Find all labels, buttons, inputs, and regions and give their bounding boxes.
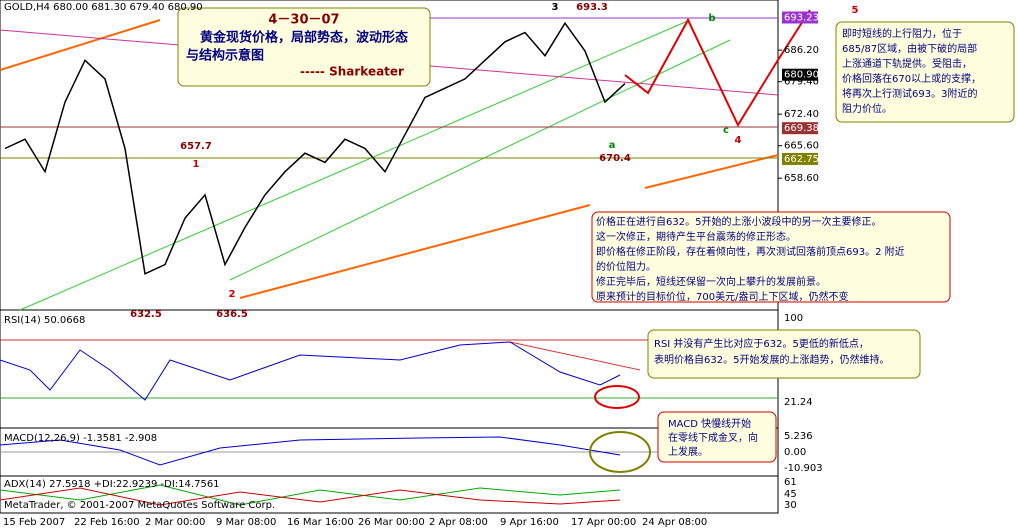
price-tag-label: 669.38 bbox=[784, 123, 819, 134]
wave-label: 636.5 bbox=[216, 309, 248, 320]
price-tag-label: 662.75 bbox=[784, 154, 819, 165]
x-tick-label: 16 Mar 16:00 bbox=[287, 517, 354, 528]
price-tag-label: 680.90 bbox=[784, 70, 819, 81]
wave-label: 670.4 bbox=[599, 153, 631, 164]
axis-label: -10.903 bbox=[784, 463, 823, 474]
title-line: 与结构示意图 bbox=[186, 48, 264, 64]
note-box bbox=[647, 329, 921, 379]
x-tick-label: 15 Feb 2007 bbox=[3, 517, 65, 528]
adx-line bbox=[0, 484, 621, 506]
projection-path bbox=[624, 9, 811, 128]
x-tick-label: 24 Apr 08:00 bbox=[642, 517, 707, 528]
rsi-line bbox=[0, 341, 621, 401]
x-tick-label: 2 Mar 00:00 bbox=[145, 517, 205, 528]
wave-label: c bbox=[723, 125, 729, 136]
note-line: 即价格在修正阶段，存在着倾向性，再次测试回落前顶点693。2 附近 bbox=[596, 245, 905, 258]
axis-label: 100 bbox=[784, 313, 803, 324]
title-box bbox=[177, 7, 431, 87]
wave-label: 2 bbox=[229, 289, 236, 300]
y-tick-label: 672.40 bbox=[784, 109, 819, 120]
x-tick-label: 9 Mar 08:00 bbox=[216, 517, 276, 528]
note-line: 上涨通道下轨提供。受阻击， bbox=[842, 57, 972, 70]
x-tick-label: 9 Apr 16:00 bbox=[500, 517, 559, 528]
note-box bbox=[657, 411, 777, 463]
note-line: MACD 快慢线开始 bbox=[668, 417, 751, 430]
axis-label: 5.236 bbox=[784, 431, 813, 442]
wave-label: 632.5 bbox=[130, 309, 162, 320]
trend-line bbox=[0, 19, 161, 71]
x-tick-label: 26 Mar 00:00 bbox=[358, 517, 425, 528]
note-line: 价格正在进行自632。5开始的上涨小波段中的另一次主要修正。 bbox=[596, 215, 881, 228]
y-tick-label: 665.60 bbox=[784, 141, 819, 152]
title-line: 黄金现货价格，局部势态，波动形态 bbox=[200, 30, 408, 46]
axis-label: 30 bbox=[784, 500, 797, 511]
wave-label: b bbox=[708, 13, 715, 24]
panel-label: MACD(12,26,9) -1.3581 -2.908 bbox=[4, 433, 157, 444]
channel-line bbox=[229, 39, 731, 281]
price-tag bbox=[782, 122, 818, 135]
wave-label: 1 bbox=[193, 159, 200, 170]
note-line: 即时短线的上行阻力，位于 bbox=[842, 27, 962, 40]
note-box bbox=[591, 211, 951, 303]
price-tag bbox=[782, 152, 818, 165]
price-tag-label: 693.23 bbox=[784, 12, 819, 23]
wave-label: a bbox=[609, 140, 616, 151]
panel-label: RSI(14) 50.0668 bbox=[4, 315, 85, 326]
title-line: ----- Sharkeater bbox=[300, 65, 404, 79]
copyright: MetaTrader, © 2001-2007 MetaQuotes Softw… bbox=[4, 500, 275, 511]
wave-label: 657.7 bbox=[180, 141, 212, 152]
y-tick-label: 658.60 bbox=[784, 173, 819, 184]
channel-line bbox=[19, 19, 691, 311]
x-tick-label: 2 Apr 08:00 bbox=[429, 517, 488, 528]
note-line: 在零线下成金叉，向 bbox=[668, 431, 758, 444]
note-line: 的价位阻力。 bbox=[596, 260, 656, 273]
rsi-trend bbox=[509, 341, 641, 371]
axis-label: 61 bbox=[784, 477, 797, 488]
highlight bbox=[594, 385, 640, 409]
price-tag bbox=[782, 68, 818, 81]
adx-line bbox=[0, 487, 621, 506]
note-line: 将再次上行测试693。3附近的 bbox=[842, 87, 977, 100]
trend-line bbox=[644, 154, 779, 189]
title-line: 4－30－07 bbox=[268, 13, 339, 28]
wave-label: 4 bbox=[735, 135, 742, 146]
price-tag bbox=[782, 11, 818, 24]
axis-label: 21.24 bbox=[784, 397, 813, 408]
wave-label: 5 bbox=[852, 5, 859, 16]
macd-line bbox=[0, 436, 621, 466]
note-line: 685/87区域，由被下破的局部 bbox=[842, 42, 977, 55]
note-line: RSI 并没有产生比对应于632。5更低的新低点， bbox=[654, 337, 869, 350]
note-line: 修正完毕后，短线还保留一次向上攀升的发展前景。 bbox=[596, 275, 826, 288]
trend-line bbox=[239, 204, 591, 299]
highlight bbox=[589, 431, 651, 473]
wave-label: 3 bbox=[552, 2, 559, 13]
note-box bbox=[835, 21, 1015, 123]
note-line: 价格回落在670以上或的支撑， bbox=[842, 72, 981, 85]
x-tick-label: 17 Apr 00:00 bbox=[571, 517, 636, 528]
note-line: 表明价格自632。5开始发展的上涨趋势，仍然维持。 bbox=[654, 353, 889, 366]
symbol-info: GOLD,H4 680.00 681.30 679.40 680.90 bbox=[4, 2, 203, 13]
price-line bbox=[4, 21, 626, 275]
x-tick-label: 22 Feb 16:00 bbox=[74, 517, 140, 528]
y-tick-label: 679.40 bbox=[784, 77, 819, 88]
y-tick-label: 686.20 bbox=[784, 45, 819, 56]
note-line: 阻力价位。 bbox=[842, 102, 892, 115]
axis-label: 0.00 bbox=[784, 447, 806, 458]
axis-label: 45 bbox=[784, 489, 797, 500]
panel-label: ADX(14) 27.5918 +DI:22.9239 -DI:14.7561 bbox=[4, 479, 220, 490]
note-line: 这一次修正，期待产生平台震荡的修正形态。 bbox=[596, 230, 796, 243]
note-line: 上发展。 bbox=[668, 445, 708, 458]
note-line: 原来预计的目标价位，700美元/盎司上下区域，仍然不变 bbox=[596, 290, 848, 303]
wave-label: 693.3 bbox=[576, 2, 608, 13]
